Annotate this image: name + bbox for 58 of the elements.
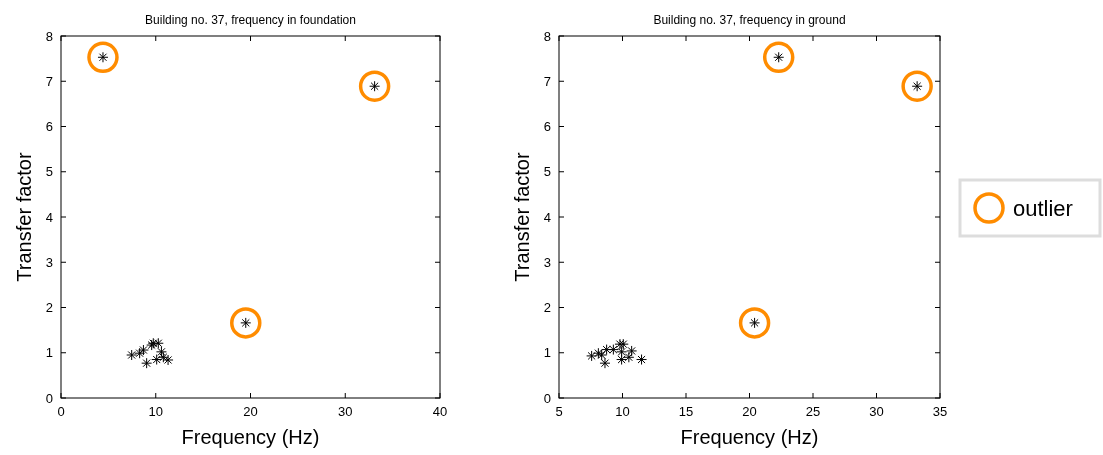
- y-tick-label: 6: [45, 119, 53, 135]
- point: [636, 354, 648, 366]
- y-tick-label: 5: [543, 164, 551, 180]
- point: [126, 349, 138, 361]
- y-tick-label: 1: [45, 345, 53, 361]
- x-tick-label: 20: [742, 404, 757, 419]
- y-tick-label: 0: [45, 390, 53, 406]
- x-tick-label: 30: [869, 404, 884, 419]
- point: [623, 351, 635, 363]
- x-tick-label: 5: [555, 404, 563, 419]
- point: [616, 346, 628, 358]
- point: [616, 354, 628, 366]
- point: [601, 344, 613, 356]
- y-tick-label: 4: [543, 209, 551, 225]
- y-tick-label: 5: [45, 164, 53, 180]
- y-tick-label: 3: [45, 254, 53, 270]
- point: [596, 349, 608, 361]
- x-tick-label: 15: [678, 404, 694, 419]
- point: [762, 41, 795, 74]
- point: [599, 357, 611, 369]
- legend-label: outlier: [1013, 195, 1073, 221]
- x-tick-label: 25: [805, 404, 821, 419]
- y-axis-title: Transfer factor: [511, 152, 533, 282]
- point: [162, 354, 174, 366]
- y-tick-label: 2: [543, 300, 551, 316]
- x-tick-label: 30: [338, 404, 353, 419]
- point: [607, 344, 619, 356]
- y-tick-label: 1: [543, 345, 551, 361]
- y-tick-label: 4: [45, 209, 53, 225]
- x-tick-label: 20: [243, 404, 258, 419]
- y-tick-label: 7: [45, 73, 53, 89]
- point: [626, 345, 638, 357]
- y-tick-label: 8: [45, 28, 53, 44]
- point: [87, 41, 119, 74]
- y-tick-label: 0: [543, 390, 551, 406]
- y-tick-label: 3: [543, 254, 551, 270]
- y-tick-label: 8: [543, 28, 551, 44]
- point: [230, 307, 262, 339]
- x-tick-label: 0: [57, 404, 65, 419]
- y-tick-label: 2: [45, 300, 53, 316]
- x-tick-label: 35: [932, 404, 948, 419]
- point: [592, 347, 604, 359]
- x-tick-label: 10: [615, 404, 630, 419]
- point: [358, 70, 391, 102]
- point: [151, 354, 163, 366]
- point: [586, 350, 598, 362]
- point: [738, 307, 771, 339]
- x-tick-label: 40: [432, 404, 448, 419]
- x-axis-title: Frequency (Hz): [181, 426, 320, 448]
- point: [901, 70, 933, 102]
- point: [141, 357, 153, 369]
- y-axis-title: Transfer factor: [13, 152, 35, 282]
- y-tick-label: 7: [543, 73, 551, 89]
- chart-title: Building no. 37, frequency in ground: [653, 13, 846, 27]
- x-axis-title: Frequency (Hz): [680, 426, 819, 448]
- chart-title: Building no. 37, frequency in foundation: [145, 13, 356, 27]
- x-tick-label: 10: [148, 404, 163, 419]
- y-tick-label: 6: [543, 119, 551, 135]
